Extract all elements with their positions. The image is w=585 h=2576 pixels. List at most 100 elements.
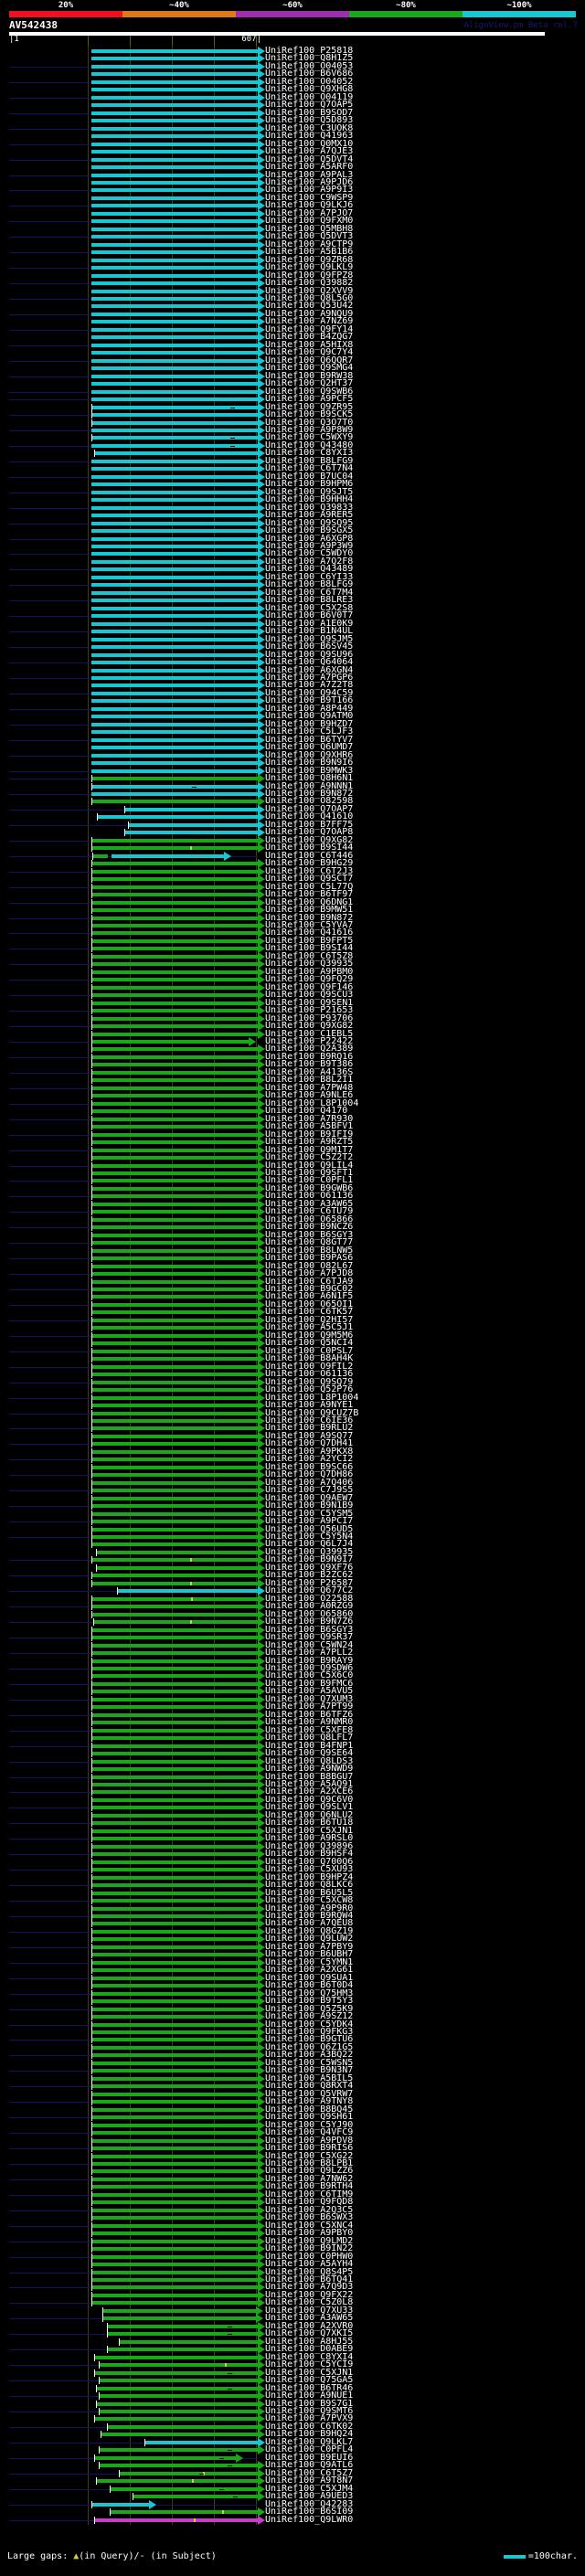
table-row[interactable]: UniRef100_B7FF75 — [0, 820, 585, 830]
hit-accession-label[interactable]: UniRef100_B8BGU7 — [265, 1771, 354, 1782]
table-row[interactable]: UniRef100_Q9SU96 — [0, 650, 585, 660]
hsp-bar[interactable] — [91, 2030, 258, 2034]
table-row[interactable]: UniRef100_C8YXI4 — [0, 2352, 585, 2362]
table-row[interactable]: UniRef100_O82L67 — [0, 1261, 585, 1271]
hsp-bar[interactable] — [91, 1272, 258, 1277]
hit-accession-label[interactable]: UniRef100_Q2HT37 — [265, 378, 354, 389]
table-row[interactable]: UniRef100_Q8LDS3 — [0, 1755, 585, 1766]
table-row[interactable]: UniRef100_B9N9I6 — [0, 758, 585, 769]
hsp-bar[interactable] — [92, 853, 108, 858]
hsp-bar[interactable] — [91, 335, 258, 340]
table-row[interactable]: UniRef100_C5YSM5 — [0, 1509, 585, 1519]
hsp-bar[interactable] — [91, 2107, 258, 2112]
table-row[interactable]: UniRef100_C5XCW8 — [0, 1895, 585, 1906]
hit-accession-label[interactable]: UniRef100_B9RTH4 — [265, 2181, 354, 2192]
hsp-bar[interactable] — [91, 1473, 258, 1478]
table-row[interactable]: UniRef100_O22588 — [0, 1594, 585, 1604]
hit-accession-label[interactable]: UniRef100_A9NYE1 — [265, 1400, 354, 1411]
table-row[interactable]: UniRef100_B9HQ24 — [0, 2429, 585, 2440]
hsp-bar[interactable] — [91, 211, 258, 216]
hit-accession-label[interactable]: UniRef100_A9NUE1 — [265, 2390, 354, 2401]
hit-accession-label[interactable]: UniRef100_Q9SQ95 — [265, 517, 354, 528]
hit-accession-label[interactable]: UniRef100_Q8LDS3 — [265, 1755, 354, 1766]
hit-accession-label[interactable]: UniRef100_B6TFZ6 — [265, 1709, 354, 1720]
hit-accession-label[interactable]: UniRef100_B6T0D4 — [265, 1980, 354, 1991]
table-row[interactable]: UniRef100_B9T166 — [0, 695, 585, 706]
hsp-bar[interactable] — [91, 1767, 258, 1772]
table-row[interactable]: UniRef100_A3BQ22 — [0, 2050, 585, 2061]
table-row[interactable]: UniRef100_C1EBL5 — [0, 1029, 585, 1039]
hsp-bar[interactable] — [91, 2131, 258, 2136]
hit-accession-label[interactable]: UniRef100_B9HPM6 — [265, 479, 354, 490]
hit-accession-label[interactable]: UniRef100_Q6Z1G5 — [265, 2041, 354, 2052]
hit-accession-label[interactable]: UniRef100_Q7OAP7 — [265, 803, 354, 814]
table-row[interactable]: UniRef100_B8LPB1 — [0, 2158, 585, 2168]
hit-accession-label[interactable]: UniRef100_Q0MX10 — [265, 138, 354, 149]
hit-accession-label[interactable]: UniRef100_B1N4UL — [265, 626, 354, 637]
hsp-bar[interactable] — [91, 715, 258, 719]
table-row[interactable]: UniRef100_C5X2S8 — [0, 603, 585, 613]
hit-accession-label[interactable]: UniRef100_A5AVU5 — [265, 1686, 354, 1697]
hit-accession-label[interactable]: UniRef100_C5XJN1 — [265, 1825, 354, 1836]
hit-accession-label[interactable]: UniRef100_A5ARF0 — [265, 162, 354, 173]
hit-accession-label[interactable]: UniRef100_A7Q2F8 — [265, 556, 354, 567]
hsp-bar[interactable] — [91, 1945, 258, 1949]
table-row[interactable]: UniRef100_Q9FXM0 — [0, 216, 585, 227]
hit-accession-label[interactable]: UniRef100_B9IFI9 — [265, 1129, 354, 1140]
hit-accession-label[interactable]: UniRef100_O61136 — [265, 1191, 354, 1202]
hit-accession-label[interactable]: UniRef100_C5XU93 — [265, 1864, 354, 1875]
hit-accession-label[interactable]: UniRef100_O82598 — [265, 796, 354, 807]
hit-accession-label[interactable]: UniRef100_C5XJM4 — [265, 2483, 354, 2494]
table-row[interactable]: UniRef100_A9NNN1 — [0, 780, 585, 791]
hsp-bar[interactable] — [94, 2455, 236, 2460]
hit-accession-label[interactable]: UniRef100_A9NNN1 — [265, 780, 354, 791]
table-row[interactable]: UniRef100_B9HZD7 — [0, 719, 585, 729]
hit-accession-label[interactable]: UniRef100_A7PJO7 — [265, 207, 354, 218]
table-row[interactable]: UniRef100_A9RZT5 — [0, 1137, 585, 1148]
hit-accession-label[interactable]: UniRef100_Q9FPZ8 — [265, 270, 354, 281]
hsp-bar[interactable] — [91, 916, 258, 920]
hit-accession-label[interactable]: UniRef100_B9MW51 — [265, 905, 354, 916]
table-row[interactable]: UniRef100_A9NWD9 — [0, 1764, 585, 1775]
table-row[interactable]: UniRef100_Q9SWB6 — [0, 387, 585, 397]
hit-accession-label[interactable]: UniRef100_B4FNP1 — [265, 1740, 354, 1751]
table-row[interactable]: UniRef100_O9FIL2 — [0, 1362, 585, 1372]
hsp-bar[interactable] — [91, 2022, 258, 2027]
table-row[interactable]: UniRef100_B9RAY9 — [0, 1656, 585, 1666]
hit-accession-label[interactable]: UniRef100_B6TR46 — [265, 2382, 354, 2393]
hit-accession-label[interactable]: UniRef100_C5XFE8 — [265, 1724, 354, 1735]
hit-accession-label[interactable]: UniRef100_Q9LMD2 — [265, 2235, 354, 2246]
table-row[interactable]: UniRef100_B9HPM6 — [0, 479, 585, 490]
hsp-bar[interactable] — [91, 777, 258, 781]
hsp-bar[interactable] — [91, 1117, 258, 1121]
hsp-bar[interactable] — [128, 822, 258, 827]
table-row[interactable]: UniRef100_Q43489 — [0, 564, 585, 575]
table-row[interactable]: UniRef100_B6V0T7 — [0, 610, 585, 621]
hit-accession-label[interactable]: UniRef100_Q8H1Z5 — [265, 53, 354, 64]
hsp-bar[interactable] — [107, 2348, 258, 2352]
table-row[interactable]: UniRef100_B6T0D4 — [0, 1980, 585, 1991]
table-row[interactable]: UniRef100_Q9LKL9 — [0, 262, 585, 273]
hsp-bar[interactable] — [91, 72, 258, 77]
hsp-bar[interactable] — [91, 1868, 258, 1872]
table-row[interactable]: UniRef100_Q39935 — [0, 959, 585, 970]
table-row[interactable]: UniRef100_Q9XHR6 — [0, 750, 585, 760]
hsp-bar[interactable] — [91, 1960, 258, 1965]
hsp-bar[interactable] — [94, 2518, 258, 2522]
hit-accession-label[interactable]: UniRef100_O65860 — [265, 1608, 354, 1619]
table-row[interactable]: UniRef100_B6SV45 — [0, 641, 585, 652]
hsp-bar[interactable] — [91, 49, 258, 53]
table-row[interactable]: UniRef100_C5WXY9 — [0, 432, 585, 443]
hsp-bar[interactable] — [91, 1899, 258, 1903]
table-row[interactable]: UniRef100_Q9SDW6 — [0, 1663, 585, 1673]
hit-accession-label[interactable]: UniRef100_A9PCF5 — [265, 394, 354, 405]
hsp-bar[interactable] — [91, 645, 258, 650]
hit-accession-label[interactable]: UniRef100_A0RZG9 — [265, 1601, 354, 1612]
hsp-bar[interactable] — [91, 1233, 258, 1237]
table-row[interactable]: UniRef100_B8LRE3 — [0, 595, 585, 606]
hsp-bar[interactable] — [91, 1171, 258, 1175]
hsp-bar[interactable] — [91, 111, 258, 115]
hsp-bar[interactable] — [91, 1542, 258, 1547]
hit-accession-label[interactable]: UniRef100_Q9SCT7 — [265, 874, 354, 885]
hsp-bar[interactable] — [91, 1837, 258, 1841]
